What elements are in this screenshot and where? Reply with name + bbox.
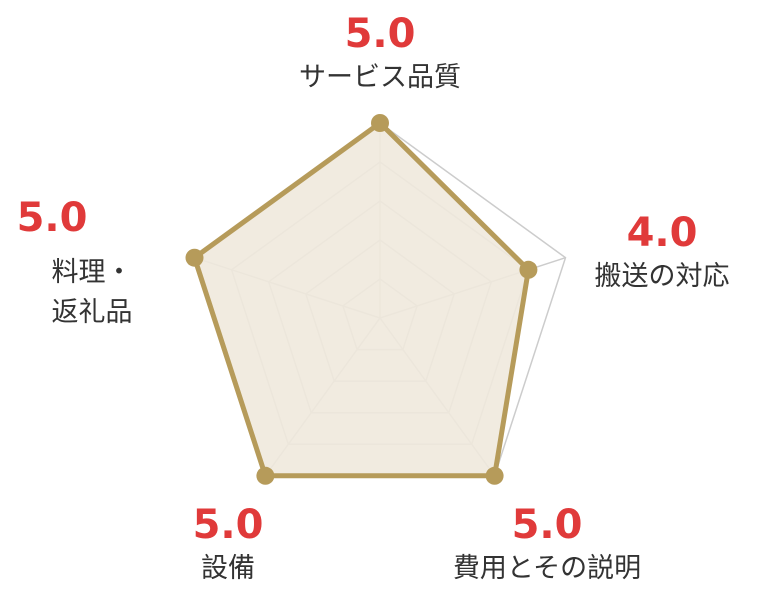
axis-label-5-line-2: 返礼品 <box>52 297 133 328</box>
data-point-2 <box>519 260 538 279</box>
radar-labels: 5.0 サービス品質 4.0 搬送の対応 5.0 費用とその説明 5.0 設備 5.0 料理・返礼… <box>17 11 730 584</box>
axis-score-2: 4.0 <box>627 210 698 256</box>
axis-label-3: 費用とその説明 <box>453 553 641 584</box>
data-point-4 <box>256 466 275 485</box>
data-point-3 <box>485 466 504 485</box>
radar-series <box>185 114 538 485</box>
data-point-1 <box>371 114 389 132</box>
axis-label-2: 搬送の対応 <box>595 261 730 292</box>
axis-label-5-line-1: 料理・ <box>52 257 133 288</box>
data-point-5 <box>185 248 204 267</box>
series-polygon <box>192 120 531 479</box>
axis-score-1: 5.0 <box>345 11 416 57</box>
axis-score-4: 5.0 <box>193 502 264 548</box>
axis-score-5: 5.0 <box>17 195 88 241</box>
axis-label-4: 設備 <box>201 553 255 584</box>
axis-label-1: サービス品質 <box>299 62 461 93</box>
axis-score-3: 5.0 <box>512 502 583 548</box>
